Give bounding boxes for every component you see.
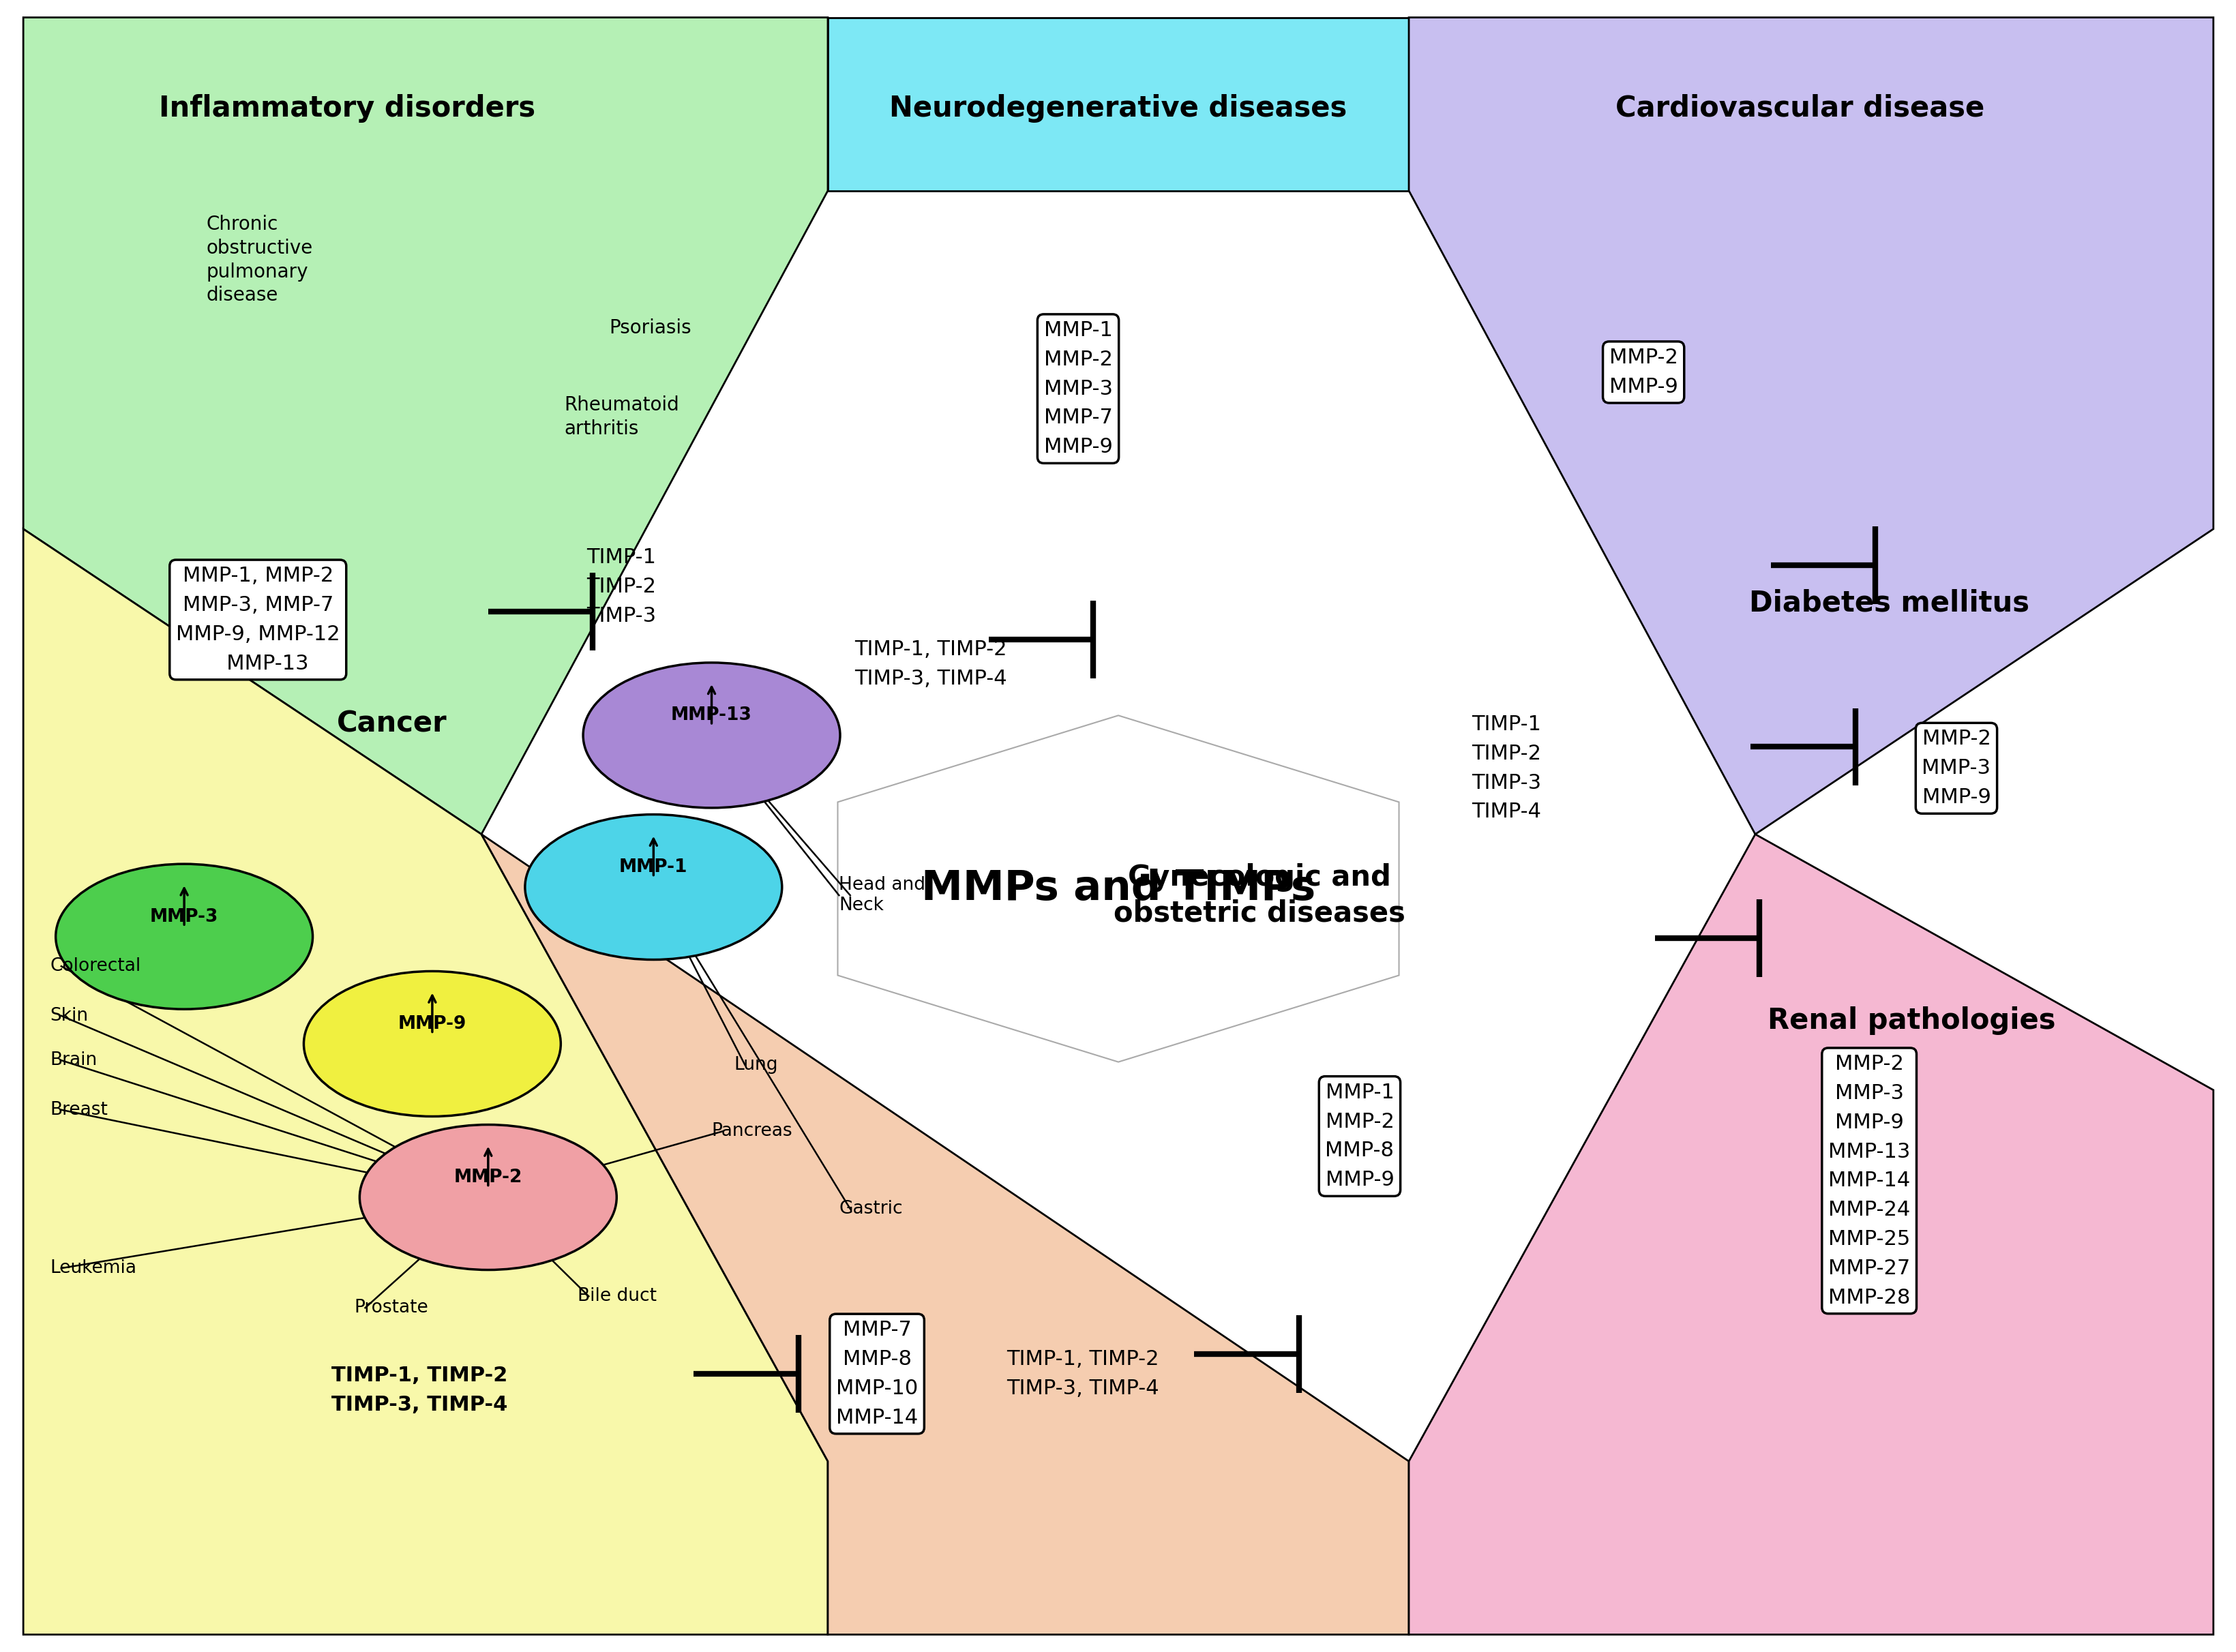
- Text: Leukemia: Leukemia: [49, 1259, 136, 1277]
- Text: Breast: Breast: [49, 1100, 107, 1118]
- Text: MMP-3: MMP-3: [150, 909, 219, 925]
- Text: Diabetes mellitus: Diabetes mellitus: [1749, 588, 2028, 618]
- Text: TIMP-1
TIMP-2
TIMP-3: TIMP-1 TIMP-2 TIMP-3: [586, 548, 655, 626]
- Text: MMP-13: MMP-13: [671, 707, 751, 724]
- Text: Inflammatory disorders: Inflammatory disorders: [159, 94, 534, 122]
- Text: Brain: Brain: [49, 1051, 98, 1069]
- Text: TIMP-1, TIMP-2
TIMP-3, TIMP-4: TIMP-1, TIMP-2 TIMP-3, TIMP-4: [854, 639, 1006, 689]
- Text: TIMP-1, TIMP-2
TIMP-3, TIMP-4: TIMP-1, TIMP-2 TIMP-3, TIMP-4: [331, 1366, 508, 1414]
- Text: Colorectal: Colorectal: [49, 958, 141, 975]
- Text: Skin: Skin: [49, 1008, 89, 1024]
- Text: Rheumatoid
arthritis: Rheumatoid arthritis: [563, 395, 680, 438]
- Text: Neurodegenerative diseases: Neurodegenerative diseases: [890, 94, 1346, 122]
- Text: Renal pathologies: Renal pathologies: [1766, 1006, 2055, 1036]
- Polygon shape: [838, 715, 1398, 1062]
- Text: MMP-7
MMP-8
MMP-10
MMP-14: MMP-7 MMP-8 MMP-10 MMP-14: [836, 1320, 917, 1427]
- Text: Cancer: Cancer: [338, 709, 447, 738]
- Text: Lung: Lung: [733, 1056, 778, 1074]
- Text: MMP-2
MMP-9: MMP-2 MMP-9: [1608, 347, 1677, 396]
- Text: MMP-2
MMP-3
MMP-9
MMP-13
MMP-14
MMP-24
MMP-25
MMP-27
MMP-28: MMP-2 MMP-3 MMP-9 MMP-13 MMP-14 MMP-24 M…: [1827, 1054, 1910, 1307]
- Text: MMP-1: MMP-1: [619, 859, 686, 876]
- Text: Gynecologic and
obstetric diseases: Gynecologic and obstetric diseases: [1114, 864, 1404, 927]
- Ellipse shape: [56, 864, 313, 1009]
- Text: Gastric: Gastric: [838, 1199, 903, 1218]
- Text: Head and
Neck: Head and Neck: [838, 876, 926, 915]
- Text: Psoriasis: Psoriasis: [608, 319, 691, 337]
- Text: MMP-9: MMP-9: [398, 1014, 467, 1032]
- Text: MMP-1, MMP-2
MMP-3, MMP-7
MMP-9, MMP-12
   MMP-13: MMP-1, MMP-2 MMP-3, MMP-7 MMP-9, MMP-12 …: [177, 567, 340, 674]
- Polygon shape: [22, 18, 827, 834]
- Text: MMP-2
MMP-3
MMP-9: MMP-2 MMP-3 MMP-9: [1921, 729, 1990, 808]
- Text: Pancreas: Pancreas: [711, 1122, 792, 1140]
- Polygon shape: [22, 529, 827, 1634]
- Text: MMP-1
MMP-2
MMP-8
MMP-9: MMP-1 MMP-2 MMP-8 MMP-9: [1326, 1082, 1393, 1189]
- Text: TIMP-1
TIMP-2
TIMP-3
TIMP-4: TIMP-1 TIMP-2 TIMP-3 TIMP-4: [1471, 715, 1541, 823]
- Polygon shape: [481, 834, 1409, 1634]
- Text: MMP-2: MMP-2: [454, 1168, 523, 1186]
- Ellipse shape: [525, 814, 783, 960]
- Polygon shape: [1409, 18, 2214, 834]
- Text: Cardiovascular disease: Cardiovascular disease: [1614, 94, 1983, 122]
- Ellipse shape: [360, 1125, 617, 1270]
- Text: Chronic
obstructive
pulmonary
disease: Chronic obstructive pulmonary disease: [206, 215, 313, 306]
- Ellipse shape: [304, 971, 561, 1117]
- Polygon shape: [1409, 834, 2214, 1634]
- Text: Prostate: Prostate: [353, 1298, 427, 1317]
- Text: Bile duct: Bile duct: [577, 1287, 657, 1305]
- Polygon shape: [827, 18, 1409, 190]
- Text: MMP-1
MMP-2
MMP-3
MMP-7
MMP-9: MMP-1 MMP-2 MMP-3 MMP-7 MMP-9: [1044, 320, 1111, 458]
- Ellipse shape: [584, 662, 841, 808]
- Text: MMPs and TIMPs: MMPs and TIMPs: [921, 869, 1315, 909]
- Text: TIMP-1, TIMP-2
TIMP-3, TIMP-4: TIMP-1, TIMP-2 TIMP-3, TIMP-4: [1006, 1350, 1158, 1398]
